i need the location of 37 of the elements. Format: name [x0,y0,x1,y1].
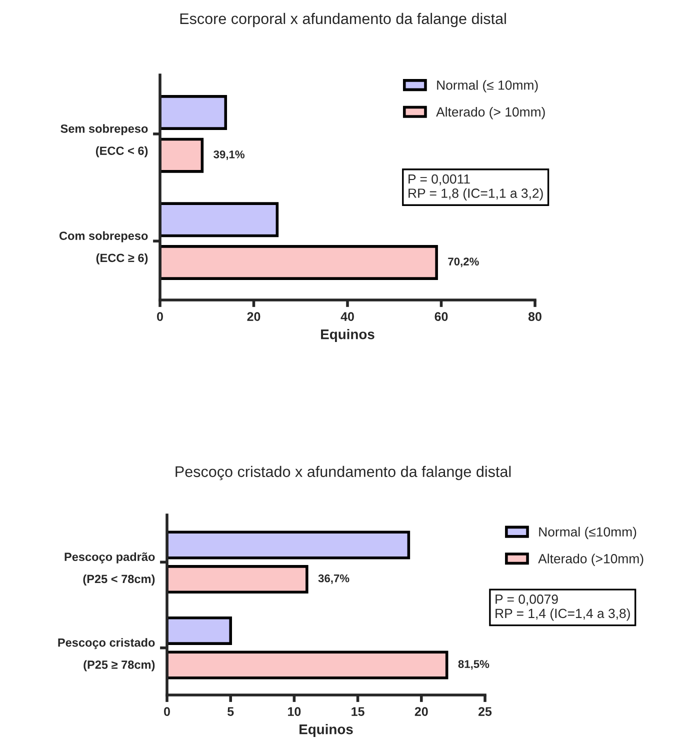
legend-label: Normal (≤10mm) [539,526,636,540]
x-tick-label: 10 [288,707,301,716]
x-tick-label: 15 [352,707,364,716]
bar [167,565,308,594]
annotation: 70,2% [448,258,479,268]
bar [167,616,232,645]
x-axis-title: Equinos [300,724,353,737]
annotation: 81,5% [458,660,490,670]
x-tick-label: 25 [478,707,492,716]
y-tick-label: Sem sobrepeso (ECC < 6) [60,124,148,158]
chart-title: Pescoço cristado x afundamento da falange distal [176,466,511,480]
y-tick-label: Pescoço cristado (P25 ≥ 78cm) [58,638,155,672]
bar [160,245,438,280]
x-tick-label: 60 [434,312,448,321]
bar [167,650,448,680]
x-tick-label: 20 [247,312,260,321]
x-tick-label: 0 [164,707,170,716]
chart-title: Escore corporal x afundamento da falange distal [180,12,506,28]
legend-label: Normal (≤ 10mm) [437,80,538,92]
text: P = 0,0079 RP = 1,4 (IC=1,4 a 3,8) [496,594,630,621]
bar [160,202,279,238]
y-tick-label: Com sobrepeso (ECC ≥ 6) [59,231,148,264]
bar [167,530,410,560]
x-tick-label: 20 [414,707,428,716]
legend-label: Alterado (>10mm) [538,554,644,566]
legend-label: Alterado (> 10mm) [436,106,545,120]
annotation: 36,7% [318,574,350,584]
x-tick-label: 40 [340,312,354,321]
annotation: 39,1% [214,150,245,160]
x-tick-label: 0 [157,312,163,321]
x-tick-label: 5 [228,707,234,716]
annotation: P = 0,0011 RP = 1,8 (IC=1,1 a 3,2) [408,174,543,201]
x-axis-title: Equinos [321,329,374,342]
bar [160,138,204,173]
x-tick-label: 80 [528,312,542,321]
y-tick-label: Pescoço padrão (P25 < 78cm) [64,552,155,586]
bar [160,95,228,130]
